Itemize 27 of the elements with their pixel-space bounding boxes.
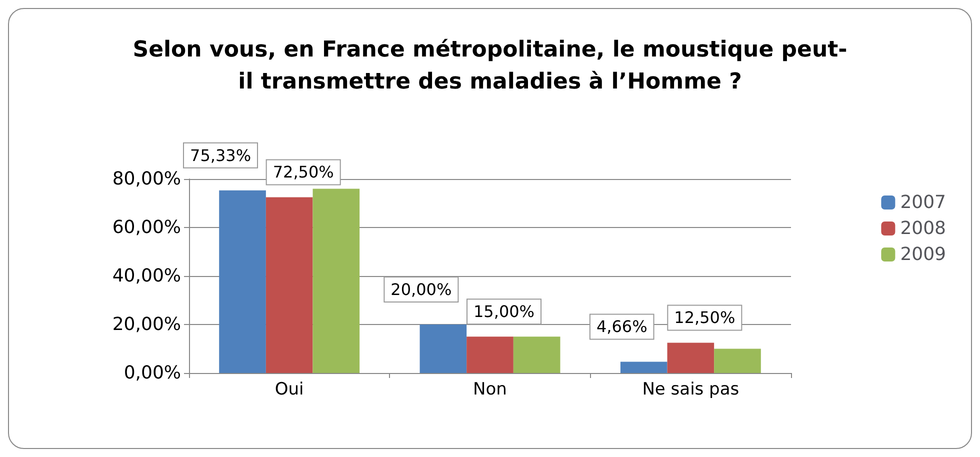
bar [667,342,714,373]
chart-title: Selon vous, en France métropolitaine, le moustique peut- il transmettre des maladies à l’Homme ? [132,38,848,94]
data-label: 4,66% [596,317,648,336]
x-tick-label: Non [473,380,507,400]
bar [620,362,668,373]
x-tick-label: Oui [274,380,304,400]
bar [420,324,467,373]
bar [513,336,560,373]
bar [219,190,266,373]
data-label: 20,00% [390,280,452,299]
bar [266,197,313,373]
bar [714,348,761,373]
data-label: 15,00% [473,302,535,322]
data-label: 12,50% [674,308,736,328]
data-label: 72,50% [272,162,334,182]
legend-label: 2008 [900,218,946,239]
legend-label: 2007 [900,192,946,213]
y-tick-label: 60,00% [112,217,181,238]
data-label: 75,33% [190,146,252,165]
y-tick-label: 40,00% [112,266,181,286]
y-tick-label: 0,00% [124,362,181,384]
y-tick-label: 80,00% [112,168,181,190]
bar [312,188,360,373]
y-tick-label: 20,00% [112,314,181,335]
bar [466,336,514,373]
legend-label: 2009 [900,244,946,265]
x-tick-label: Ne sais pas [642,380,740,400]
